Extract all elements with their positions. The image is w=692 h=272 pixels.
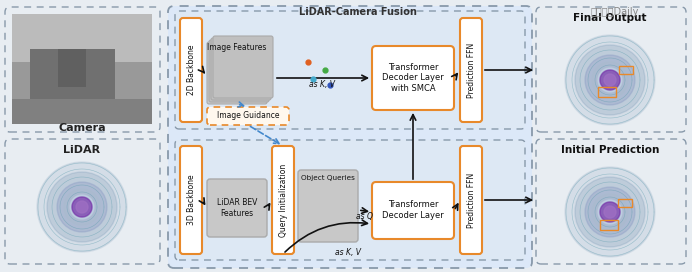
Circle shape <box>70 195 94 219</box>
Bar <box>619 66 633 74</box>
Circle shape <box>592 194 628 230</box>
Text: Transformer
Decoder Layer
with SMCA: Transformer Decoder Layer with SMCA <box>382 63 444 93</box>
Bar <box>600 220 618 230</box>
Bar <box>12 99 152 124</box>
Bar <box>598 87 616 97</box>
Text: Image Features: Image Features <box>208 44 266 52</box>
FancyBboxPatch shape <box>180 18 202 122</box>
FancyBboxPatch shape <box>372 46 454 110</box>
Text: Query Initialization: Query Initialization <box>278 163 287 237</box>
Bar <box>30 49 115 104</box>
Text: Prediction FFN: Prediction FFN <box>466 172 475 228</box>
Circle shape <box>57 182 107 232</box>
Text: 3D Backbone: 3D Backbone <box>187 175 196 225</box>
Circle shape <box>604 206 616 218</box>
FancyBboxPatch shape <box>211 38 271 100</box>
Circle shape <box>64 189 100 225</box>
Circle shape <box>565 35 655 125</box>
Text: LiDAR: LiDAR <box>64 145 100 155</box>
FancyBboxPatch shape <box>460 18 482 122</box>
Circle shape <box>585 55 635 105</box>
Circle shape <box>565 167 655 257</box>
Circle shape <box>72 197 92 217</box>
Circle shape <box>575 177 645 247</box>
FancyBboxPatch shape <box>5 7 160 132</box>
Text: as Q: as Q <box>356 212 374 221</box>
Text: LiDAR-Camera Fusion: LiDAR-Camera Fusion <box>299 7 417 17</box>
Circle shape <box>600 70 620 90</box>
FancyBboxPatch shape <box>298 170 358 242</box>
Circle shape <box>37 162 127 252</box>
Text: Transformer
Decoder Layer: Transformer Decoder Layer <box>382 200 444 220</box>
Text: as K, V: as K, V <box>309 81 335 89</box>
Bar <box>58 49 86 87</box>
FancyBboxPatch shape <box>460 146 482 254</box>
FancyBboxPatch shape <box>209 40 269 102</box>
Circle shape <box>76 201 88 213</box>
Text: Final Output: Final Output <box>573 13 647 23</box>
FancyBboxPatch shape <box>168 6 532 268</box>
FancyBboxPatch shape <box>5 139 160 264</box>
FancyBboxPatch shape <box>207 107 289 125</box>
FancyBboxPatch shape <box>175 140 525 260</box>
Text: 2D Backbone: 2D Backbone <box>187 45 196 95</box>
FancyBboxPatch shape <box>213 36 273 98</box>
Text: LiDAR BEV
Features: LiDAR BEV Features <box>217 198 257 218</box>
Circle shape <box>598 68 622 92</box>
Circle shape <box>600 202 620 222</box>
FancyBboxPatch shape <box>372 182 454 239</box>
FancyBboxPatch shape <box>536 7 686 132</box>
Text: 自动驾驶Daily: 自动驾驶Daily <box>591 7 639 17</box>
Circle shape <box>585 187 635 237</box>
FancyBboxPatch shape <box>180 146 202 254</box>
FancyBboxPatch shape <box>12 14 152 124</box>
Circle shape <box>598 200 622 224</box>
Circle shape <box>47 172 117 242</box>
FancyBboxPatch shape <box>207 42 267 104</box>
Text: as K, V: as K, V <box>335 248 361 256</box>
Circle shape <box>575 45 645 115</box>
FancyBboxPatch shape <box>536 139 686 264</box>
FancyBboxPatch shape <box>207 179 267 237</box>
FancyBboxPatch shape <box>175 11 525 129</box>
Circle shape <box>604 74 616 86</box>
Circle shape <box>592 62 628 98</box>
Text: Prediction FFN: Prediction FFN <box>466 42 475 98</box>
Text: Image Guidance: Image Guidance <box>217 112 280 120</box>
Text: Initial Prediction: Initial Prediction <box>561 145 659 155</box>
FancyBboxPatch shape <box>272 146 294 254</box>
Bar <box>618 199 632 207</box>
Text: Object Queries: Object Queries <box>301 175 355 181</box>
Bar <box>12 14 152 62</box>
Text: Camera: Camera <box>58 123 106 133</box>
